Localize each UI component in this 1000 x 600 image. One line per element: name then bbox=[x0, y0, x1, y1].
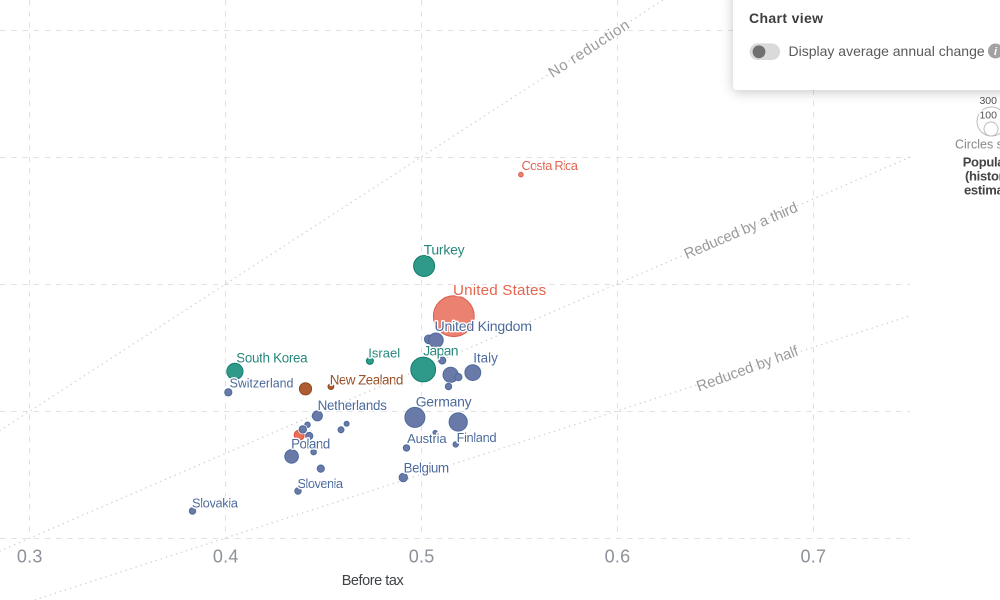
svg-text:Finland: Finland bbox=[457, 430, 497, 445]
svg-text:Italy: Italy bbox=[473, 350, 498, 365]
svg-text:Japan: Japan bbox=[423, 342, 458, 358]
svg-text:South Korea: South Korea bbox=[236, 351, 308, 366]
svg-text:0.5: 0.5 bbox=[409, 547, 435, 567]
svg-text:Costa Rica: Costa Rica bbox=[522, 158, 579, 173]
svg-text:Israel: Israel bbox=[368, 346, 400, 361]
svg-text:Switzerland: Switzerland bbox=[230, 377, 294, 391]
svg-text:0.3: 0.3 bbox=[17, 547, 42, 567]
svg-text:Austria: Austria bbox=[407, 431, 447, 446]
svg-text:Chart view: Chart view bbox=[749, 10, 823, 26]
svg-text:0.4: 0.4 bbox=[213, 547, 239, 567]
svg-text:300: 300 bbox=[979, 95, 997, 107]
svg-text:Display average annual change: Display average annual change bbox=[789, 43, 985, 59]
svg-text:Poland: Poland bbox=[291, 437, 330, 452]
svg-text:0.6: 0.6 bbox=[605, 547, 631, 567]
svg-text:Before tax: Before tax bbox=[342, 573, 405, 589]
svg-text:United Kingdom: United Kingdom bbox=[435, 319, 533, 335]
svg-text:Turkey: Turkey bbox=[424, 242, 465, 258]
svg-text:(historical: (historical bbox=[965, 169, 1000, 184]
svg-text:0.7: 0.7 bbox=[801, 547, 827, 567]
svg-text:Netherlands: Netherlands bbox=[318, 398, 388, 413]
svg-text:estimates): estimates) bbox=[964, 183, 1000, 198]
svg-text:Reduced by a third: Reduced by a third bbox=[682, 199, 801, 263]
svg-text:Germany: Germany bbox=[416, 394, 472, 410]
svg-text:Slovakia: Slovakia bbox=[192, 496, 239, 511]
svg-text:Slovenia: Slovenia bbox=[298, 476, 344, 491]
svg-text:Belgium: Belgium bbox=[404, 460, 450, 475]
svg-text:Reduced by half: Reduced by half bbox=[694, 342, 801, 395]
svg-text:100: 100 bbox=[979, 110, 997, 122]
svg-text:Population: Population bbox=[963, 155, 1000, 170]
svg-text:No reduction: No reduction bbox=[545, 17, 632, 82]
svg-text:i: i bbox=[994, 46, 998, 58]
svg-text:New Zealand: New Zealand bbox=[330, 372, 404, 387]
svg-text:Circles sized by: Circles sized by bbox=[955, 138, 1000, 152]
svg-text:United States: United States bbox=[453, 282, 547, 299]
